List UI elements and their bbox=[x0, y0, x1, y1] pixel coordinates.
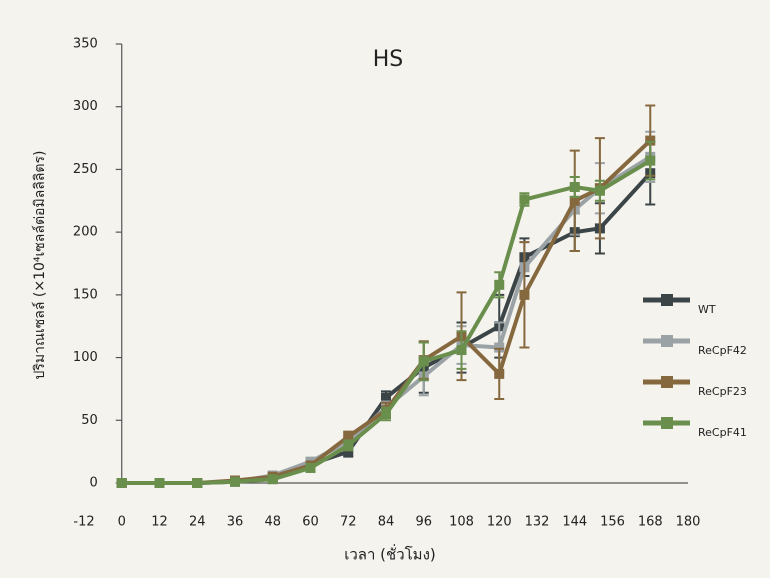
x-tick-label: 0 bbox=[118, 515, 126, 530]
y-tick-label: 150 bbox=[73, 287, 98, 302]
marker bbox=[418, 356, 429, 367]
x-tick-label: 72 bbox=[340, 515, 357, 530]
legend-marker bbox=[661, 417, 673, 429]
y-tick-label: 350 bbox=[73, 37, 98, 52]
marker bbox=[192, 478, 203, 488]
marker bbox=[116, 478, 127, 488]
marker bbox=[381, 392, 391, 403]
legend-label: ReCpF41 bbox=[698, 426, 747, 439]
legend-label: ReCpF42 bbox=[698, 344, 747, 357]
y-tick-label: 0 bbox=[89, 476, 97, 491]
marker bbox=[494, 279, 505, 290]
legend-marker bbox=[661, 294, 673, 306]
x-tick-label: 48 bbox=[264, 515, 281, 530]
marker bbox=[230, 476, 240, 487]
x-tick-label: 96 bbox=[415, 515, 432, 530]
y-axis-label: ปริมาณเซลล์ (×10⁴เซลล์ต่อมิลลิลิตร) bbox=[31, 151, 48, 380]
marker bbox=[381, 409, 391, 420]
marker bbox=[456, 345, 467, 356]
x-tick-label: 12 bbox=[151, 515, 168, 530]
marker bbox=[519, 289, 530, 300]
chart-title: HS bbox=[373, 47, 404, 72]
x-tick-label: 60 bbox=[302, 515, 319, 530]
legend-marker bbox=[661, 335, 673, 347]
marker bbox=[594, 185, 605, 196]
marker bbox=[494, 368, 505, 379]
y-tick-label: 100 bbox=[73, 350, 98, 365]
marker bbox=[569, 195, 580, 206]
legend-label: WT bbox=[698, 303, 716, 316]
marker bbox=[343, 446, 354, 457]
x-axis-label: เวลา (ชั่วโมง) bbox=[344, 544, 436, 564]
marker bbox=[645, 155, 656, 166]
marker bbox=[267, 474, 278, 485]
series-line bbox=[121, 171, 652, 485]
x-tick-label: 24 bbox=[189, 515, 206, 530]
y-tick-label: 200 bbox=[73, 225, 98, 240]
y-tick-label: 250 bbox=[73, 162, 98, 177]
x-tick-label: 180 bbox=[676, 515, 701, 530]
marker bbox=[343, 431, 354, 442]
marker bbox=[305, 462, 316, 473]
legend-label: ReCpF23 bbox=[698, 385, 747, 398]
marker bbox=[343, 440, 354, 451]
x-tick-label: 132 bbox=[525, 515, 550, 530]
marker bbox=[519, 194, 530, 205]
x-tick-label: 168 bbox=[638, 515, 663, 530]
x-tick-label: 108 bbox=[449, 515, 474, 530]
y-tick-label: 300 bbox=[73, 99, 98, 114]
marker bbox=[154, 478, 165, 488]
x-tick-label: 36 bbox=[227, 515, 244, 530]
x-tick-label: 120 bbox=[487, 515, 512, 530]
marker bbox=[569, 181, 580, 192]
x-tick-label: 156 bbox=[600, 515, 625, 530]
marker bbox=[645, 135, 656, 146]
legend-marker bbox=[661, 376, 673, 388]
x-tick-label: 144 bbox=[562, 515, 587, 530]
marker bbox=[494, 342, 505, 353]
x-tick-label: 84 bbox=[378, 515, 395, 530]
x-tick-label: -12 bbox=[73, 515, 94, 530]
y-tick-label: 50 bbox=[81, 413, 98, 428]
